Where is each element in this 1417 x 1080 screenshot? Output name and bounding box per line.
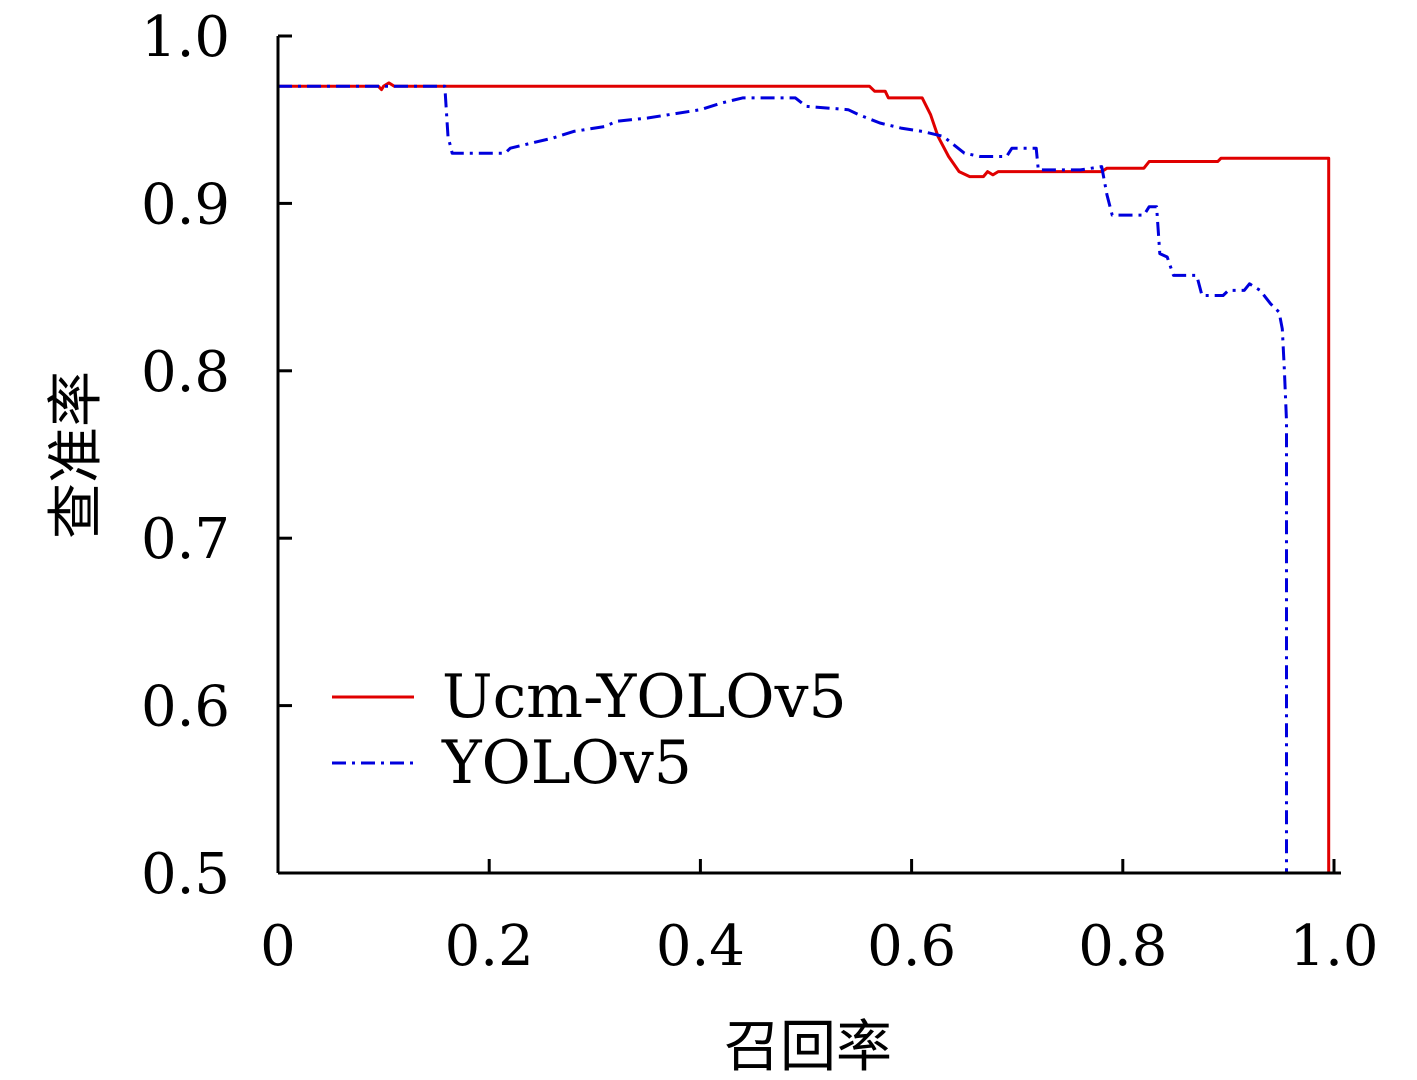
y-tick-label: 1.0 (141, 5, 230, 70)
y-tick-label: 0.5 (141, 842, 230, 907)
y-tick-label: 0.8 (141, 340, 230, 405)
ticks-layer: 0 0.2 0.4 0.6 0.8 1.0 0.5 0.6 0.7 0.8 0.9 1.0 (141, 5, 1379, 979)
x-tick-label: 0.4 (656, 914, 745, 979)
x-tick-label: 0.8 (1078, 914, 1167, 979)
x-tick-label: 0.6 (867, 914, 956, 979)
y-axis-label: 查准率 (44, 371, 109, 539)
x-tick-label: 1.0 (1289, 914, 1378, 979)
series-line-ucm-yolov5 (278, 81, 1331, 873)
series-line-yolov5 (278, 84, 1288, 873)
legend-label-yolov5: YOLOv5 (441, 728, 692, 798)
legend: Ucm-YOLOv5 YOLOv5 (332, 662, 847, 798)
y-tick-label: 0.6 (141, 675, 230, 740)
y-tick-label: 0.7 (141, 507, 230, 572)
x-tick-label: 0 (260, 914, 296, 979)
x-tick-label: 0.2 (445, 914, 534, 979)
series-layer (278, 81, 1331, 873)
axes-layer (276, 36, 1341, 875)
y-tick-label: 0.9 (141, 172, 230, 237)
legend-label-ucm-yolov5: Ucm-YOLOv5 (442, 662, 847, 732)
x-axis-label: 召回率 (724, 1015, 892, 1080)
